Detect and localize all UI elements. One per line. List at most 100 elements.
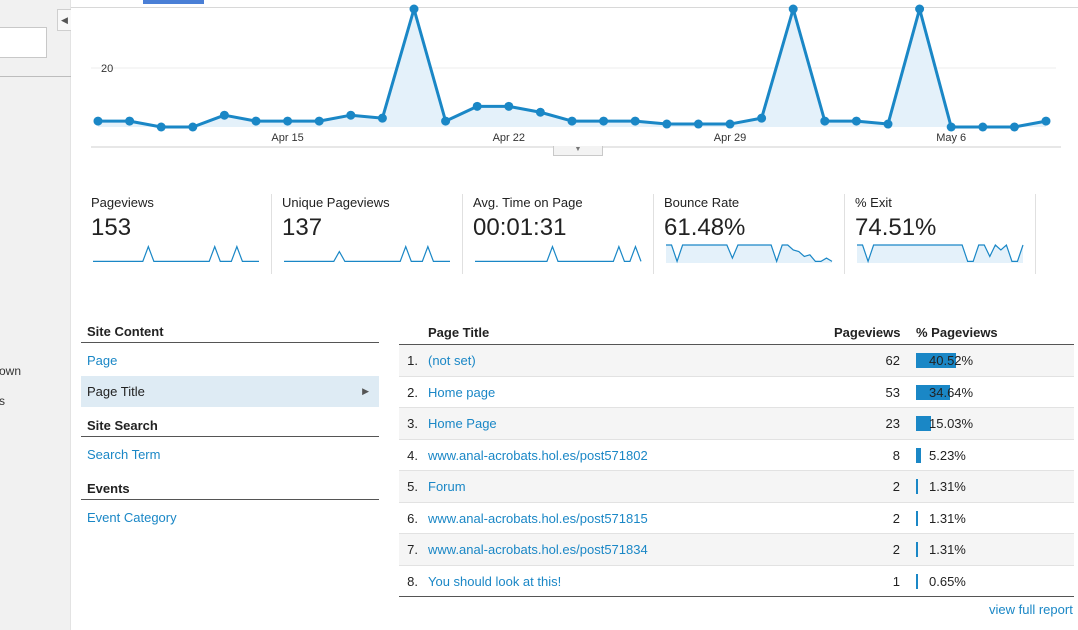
metric-bounce-rate[interactable]: Bounce Rate 61.48% xyxy=(664,194,844,274)
sidebar-divider xyxy=(0,76,71,77)
table-header: Page Title Pageviews % Pageviews xyxy=(399,320,1074,345)
series-area xyxy=(98,9,1046,127)
column-header-page-title[interactable]: Page Title xyxy=(428,325,490,340)
nav-item-label: Page Title xyxy=(87,384,145,399)
metric-unique-pageviews[interactable]: Unique Pageviews 137 xyxy=(282,194,462,274)
data-point xyxy=(441,116,451,126)
metric-separator xyxy=(653,194,654,274)
table-row: 8. You should look at this! 1 0.65% xyxy=(399,566,1074,597)
metric-avg-time-on-page[interactable]: Avg. Time on Page 00:01:31 xyxy=(473,194,653,274)
share-bar xyxy=(916,353,956,368)
metric-separator xyxy=(844,194,845,274)
row-index: 4. xyxy=(407,447,418,463)
left-sidebar: ◀ own s xyxy=(0,0,71,630)
data-point xyxy=(915,4,925,14)
row-pageviews: 23 xyxy=(885,416,900,431)
nav-item-page[interactable]: Page xyxy=(87,353,118,368)
share-bar xyxy=(916,542,918,557)
row-pct: 0.65% xyxy=(929,573,966,589)
data-point xyxy=(377,113,387,123)
share-bar xyxy=(916,384,951,400)
data-point xyxy=(314,116,324,126)
metric-value: 61.48% xyxy=(664,214,746,241)
row-pageviews: 62 xyxy=(885,353,900,368)
data-point xyxy=(346,110,356,120)
row-index: 1. xyxy=(407,353,418,368)
share-bar xyxy=(916,447,922,463)
unique-pageviews-sparkline xyxy=(284,244,450,262)
row-pageviews: 1 xyxy=(892,573,900,589)
share-bar xyxy=(916,573,918,589)
data-point xyxy=(188,122,198,132)
table-row: 3. Home Page 23 15.03% xyxy=(399,408,1074,440)
row-pct: 34.64% xyxy=(929,384,974,400)
data-point xyxy=(788,4,798,14)
sidebar-fragment-text[interactable]: s xyxy=(0,394,5,408)
data-point xyxy=(820,116,830,126)
row-pageviews: 53 xyxy=(885,384,900,400)
x-tick-label: Apr 29 xyxy=(714,132,746,144)
row-page-title-link[interactable]: www.anal-acrobats.hol.es/post571802 xyxy=(428,447,648,463)
x-tick-label: Apr 15 xyxy=(271,132,303,144)
data-point xyxy=(630,116,640,126)
sparkline-area xyxy=(857,245,1023,263)
data-point xyxy=(599,116,609,126)
row-pct: 1.31% xyxy=(929,479,966,494)
sidebar-search-input[interactable] xyxy=(0,27,47,58)
row-page-title-link[interactable]: Home Page xyxy=(428,416,497,431)
column-header-pct-pageviews[interactable]: % Pageviews xyxy=(916,325,998,340)
avg-time-sparkline xyxy=(475,244,642,262)
nav-item-search-term[interactable]: Search Term xyxy=(87,447,161,462)
sparkline-area xyxy=(666,245,832,263)
x-tick-label: May 6 xyxy=(936,132,966,144)
data-point xyxy=(1009,122,1019,132)
metric-exit[interactable]: % Exit 74.51% xyxy=(855,194,1035,274)
data-point xyxy=(567,116,577,126)
sparkline-line xyxy=(284,244,450,262)
share-bar xyxy=(916,510,918,526)
row-pct: 15.03% xyxy=(929,416,974,431)
sidebar-fragment-text[interactable]: own xyxy=(0,364,22,378)
exit-sparkline xyxy=(857,243,1024,264)
row-pageviews: 8 xyxy=(892,447,900,463)
table-row: 1. (not set) 62 40.52% xyxy=(399,345,1074,377)
table-row: 2. Home page 53 34.64% xyxy=(399,377,1074,408)
column-header-pageviews[interactable]: Pageviews xyxy=(834,325,901,340)
row-pct: 1.31% xyxy=(929,542,966,557)
sparkline-line xyxy=(93,244,259,262)
nav-item-page-title[interactable]: Page Title ▶ xyxy=(81,376,379,407)
top-divider xyxy=(71,7,1078,8)
share-bar xyxy=(916,479,918,494)
row-page-title-link[interactable]: Forum xyxy=(428,479,466,494)
sparkline-line xyxy=(475,244,642,262)
row-pct: 5.23% xyxy=(929,447,966,463)
data-point xyxy=(757,113,767,123)
chart-resize-handle[interactable]: ▼ xyxy=(553,146,603,156)
collapse-sidebar-icon[interactable]: ◀ xyxy=(57,9,71,31)
row-page-title-link[interactable]: www.anal-acrobats.hol.es/post571834 xyxy=(428,542,648,557)
metric-label: Avg. Time on Page xyxy=(473,195,583,210)
view-full-report-link[interactable]: view full report xyxy=(989,602,1073,617)
nav-header-site-content: Site Content xyxy=(81,321,379,343)
active-tab-indicator xyxy=(143,0,204,4)
row-index: 7. xyxy=(407,542,418,557)
nav-item-event-category[interactable]: Event Category xyxy=(87,510,177,525)
row-index: 6. xyxy=(407,510,418,526)
row-page-title-link[interactable]: www.anal-acrobats.hol.es/post571815 xyxy=(428,510,648,526)
share-bar xyxy=(916,416,931,431)
data-point xyxy=(851,116,861,126)
data-point xyxy=(251,116,261,126)
row-index: 8. xyxy=(407,573,418,589)
data-point xyxy=(504,101,514,111)
metric-label: Unique Pageviews xyxy=(282,195,390,210)
nav-header-events: Events xyxy=(81,478,379,500)
metric-separator xyxy=(462,194,463,274)
metric-pageviews[interactable]: Pageviews 153 xyxy=(91,194,271,274)
row-page-title-link[interactable]: Home page xyxy=(428,384,496,400)
metric-value: 74.51% xyxy=(855,214,937,241)
row-page-title-link[interactable]: You should look at this! xyxy=(428,573,562,589)
metric-value: 153 xyxy=(91,214,132,241)
row-page-title-link[interactable]: (not set) xyxy=(428,353,476,368)
data-point xyxy=(535,107,545,117)
data-point xyxy=(93,116,103,126)
